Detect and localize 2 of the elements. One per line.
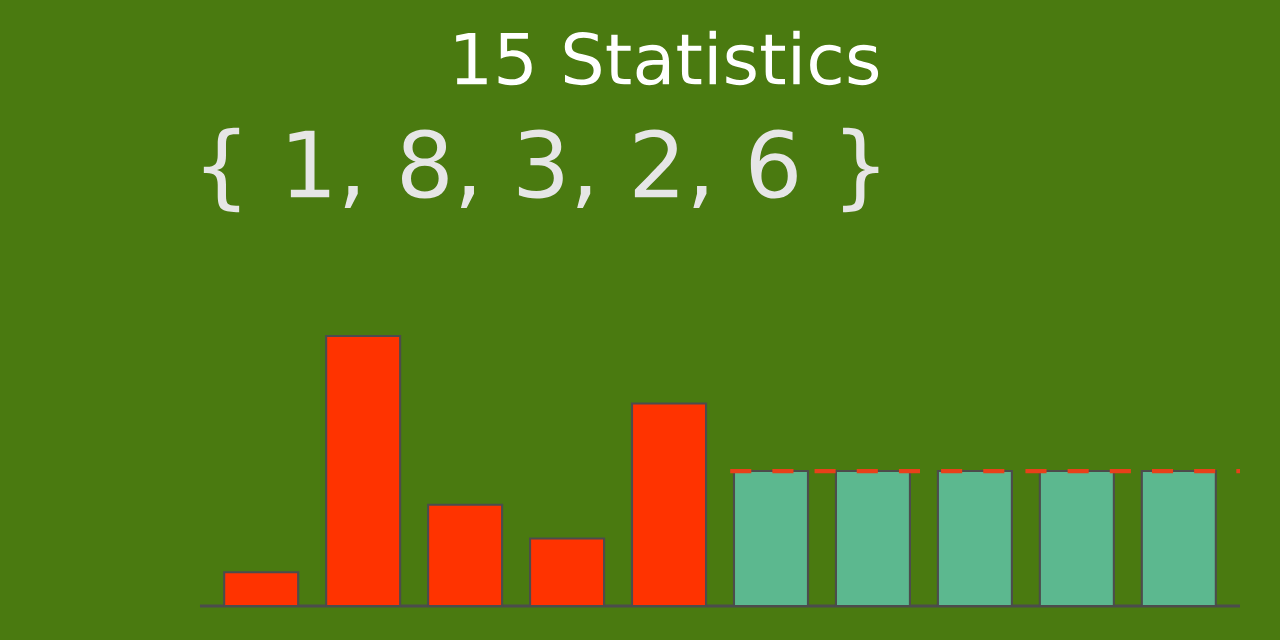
chart-title: 15 Statistics: [456, 30, 879, 86]
text: { 1, 8, 3, 2, 6 }: [203, 127, 879, 213]
